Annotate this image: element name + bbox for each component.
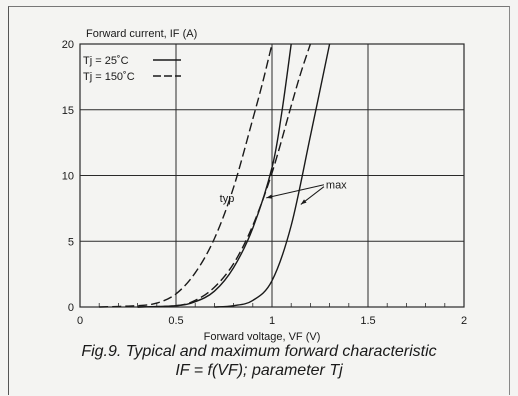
caption-line-2-text: IF = f(VF); parameter Tj: [175, 362, 343, 379]
legend-label: Tj = 150˚C: [83, 71, 135, 83]
x-tick-label: 0.5: [168, 315, 183, 327]
grid: [80, 44, 464, 307]
y-tick-label: 0: [68, 302, 74, 314]
caption-line-2: IF = f(VF); parameter Tj: [0, 362, 518, 380]
x-tick-label: 1: [269, 315, 275, 327]
y-tick-label: 10: [62, 171, 74, 183]
x-tick-label: 1.5: [360, 315, 375, 327]
series-line-typ-150: [99, 43, 273, 308]
caption-line-1: Fig.9. Typical and maximum forward chara…: [81, 343, 437, 360]
annotation-arrow: [266, 184, 325, 199]
x-axis-title: Forward voltage, VF (V): [204, 331, 321, 343]
annotation-arrowhead: [266, 194, 273, 199]
y-axis-title: Forward current, IF (A): [86, 28, 197, 40]
series-line-max-150: [137, 43, 312, 308]
annotation-arrowhead: [300, 199, 307, 205]
figure-frame: [8, 6, 510, 395]
series-line-max-25: [214, 43, 331, 308]
series: [99, 43, 331, 308]
y-tick-label: 15: [62, 105, 74, 117]
legend-label: Tj = 25˚C: [83, 55, 129, 67]
x-tick-label: 2: [461, 315, 467, 327]
y-tick-label: 5: [68, 236, 74, 248]
y-tick-label: 20: [62, 39, 74, 51]
x-tick-label: 0: [77, 315, 83, 327]
annotation-max: max: [326, 180, 347, 192]
annotation-typ: typ: [220, 193, 235, 205]
